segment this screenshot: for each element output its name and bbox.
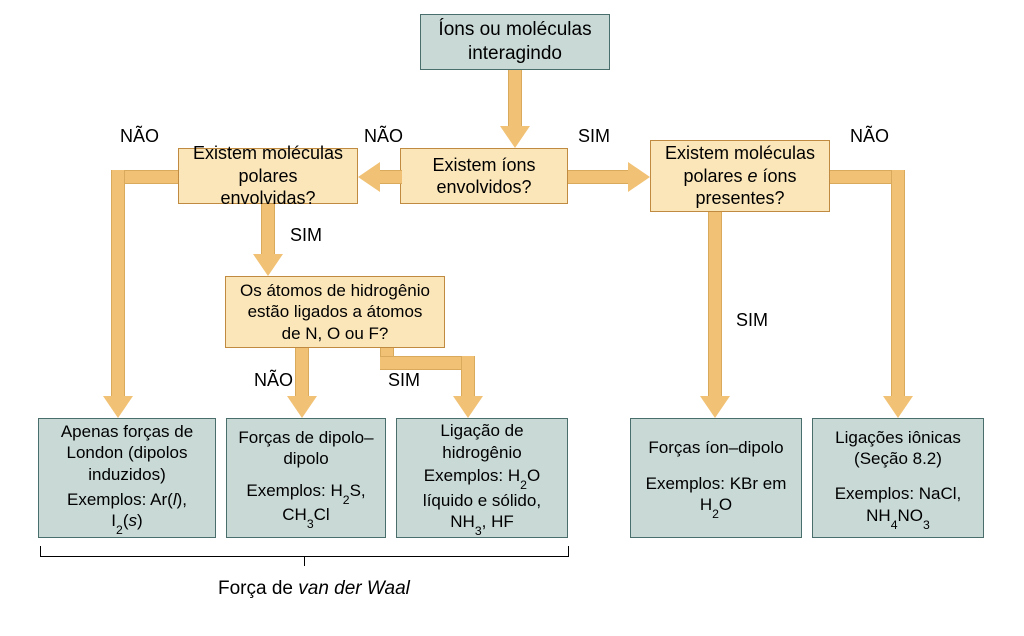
q-h-text: Os átomos de hidrogênio estão ligados a … xyxy=(236,280,434,344)
bracket-right-tick xyxy=(568,546,569,556)
edge-e1-head xyxy=(358,162,380,192)
edge-e8-label: NÃO xyxy=(850,126,889,147)
edge-e5-shaft xyxy=(295,348,309,396)
edge-e2-shaft xyxy=(568,170,628,184)
q-polar-text: Existem moléculas polares envolvidas? xyxy=(189,142,347,210)
edge-e8-seg1 xyxy=(830,170,898,184)
edge-e4-shaft xyxy=(261,204,275,254)
edge-e6-head xyxy=(453,396,483,418)
edge-e5-head xyxy=(287,396,317,418)
edge-e7-head xyxy=(700,396,730,418)
result-hbond: Ligação de hidrogênio Exemplos: H2O líqu… xyxy=(396,418,568,538)
start-node: Íons ou moléculas interagindo xyxy=(420,14,610,70)
q-polar-ions-text: Existem moléculas polares e íons present… xyxy=(661,142,819,210)
bracket-label: Força de van der Waal xyxy=(218,578,410,600)
edge-e3-seg1 xyxy=(118,170,178,184)
r-london-ex: Exemplos: Ar(l), I2(s) xyxy=(49,489,205,535)
edge-e7-shaft xyxy=(708,212,722,396)
result-dipole: Forças de dipolo–dipolo Exemplos: H2S, C… xyxy=(226,418,386,538)
r-iondip-ex: Exemplos: KBr em H2O xyxy=(641,473,791,519)
edge-e2-head xyxy=(628,162,650,192)
question-polar-ions: Existem moléculas polares e íons present… xyxy=(650,140,830,212)
edge-e2-label: SIM xyxy=(578,126,610,147)
edge-e4-label: SIM xyxy=(290,225,322,246)
edge-e1-shaft xyxy=(380,170,402,184)
bracket-left-tick xyxy=(40,546,41,556)
r-hbond-ex: Exemplos: H2O líquido e sólido, NH3, HF xyxy=(407,465,557,536)
r-dipole-ex: Exemplos: H2S, CH3Cl xyxy=(237,480,375,529)
edge-e3-label: NÃO xyxy=(120,126,159,147)
edge-e7-label: SIM xyxy=(736,310,768,331)
result-iondipole: Forças íon–dipolo Exemplos: KBr em H2O xyxy=(630,418,802,538)
q-ions-text: Existem íons envolvidos? xyxy=(411,154,557,199)
edge-e3-seg2 xyxy=(111,170,125,396)
edge-e0-head xyxy=(500,126,530,148)
edge-e4-head xyxy=(253,254,283,276)
edge-e8-head xyxy=(883,396,913,418)
start-text: Íons ou moléculas interagindo xyxy=(431,18,599,66)
question-polar: Existem moléculas polares envolvidas? xyxy=(178,148,358,204)
r-london-title: Apenas forças de London (dipolos induzid… xyxy=(49,421,205,485)
r-ionic-title: Ligações iônicas (Seção 8.2) xyxy=(823,427,973,470)
result-london: Apenas forças de London (dipolos induzid… xyxy=(38,418,216,538)
question-hydrogen: Os átomos de hidrogênio estão ligados a … xyxy=(225,276,445,348)
bracket-center-tick xyxy=(304,556,305,566)
edge-e0-shaft xyxy=(508,70,522,126)
edge-e1-label: NÃO xyxy=(364,126,403,147)
edge-e5-label: NÃO xyxy=(254,370,293,391)
result-ionic: Ligações iônicas (Seção 8.2) Exemplos: N… xyxy=(812,418,984,538)
edge-e6-seg2 xyxy=(380,356,468,370)
edge-e8-seg2 xyxy=(891,170,905,396)
edge-e6-label: SIM xyxy=(388,370,420,391)
r-dipole-title: Forças de dipolo–dipolo xyxy=(237,427,375,470)
edge-e6-seg3 xyxy=(461,356,475,396)
r-iondip-title: Forças íon–dipolo xyxy=(648,437,783,458)
edge-e3-head xyxy=(103,396,133,418)
r-ionic-ex: Exemplos: NaCl, NH4NO3 xyxy=(823,483,973,529)
question-ions: Existem íons envolvidos? xyxy=(400,148,568,204)
r-hbond-title: Ligação de hidrogênio xyxy=(407,420,557,463)
